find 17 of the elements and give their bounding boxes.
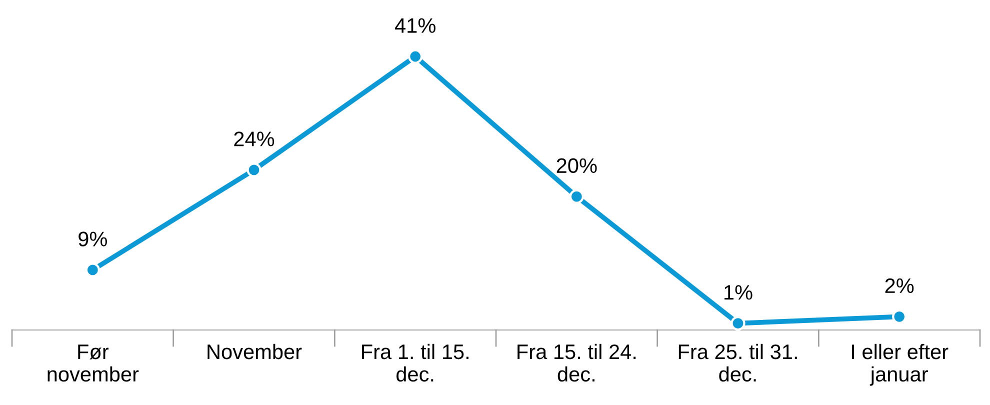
point: [569, 189, 584, 204]
data-label: 2%: [885, 278, 914, 294]
data-label: 9%: [78, 232, 107, 246]
x-tick-label: Fra 25. til 31. dec.: [678, 344, 797, 382]
x-tick-label: Fra 15. til 24. dec.: [518, 344, 636, 382]
x-tick-label: Før november: [48, 344, 139, 382]
x-tick-label: November: [208, 344, 302, 360]
data-label: 24%: [234, 132, 274, 146]
point: [408, 49, 423, 64]
data-label: 20%: [556, 158, 597, 174]
data-label: 1%: [724, 285, 752, 300]
point: [730, 316, 746, 331]
data-label: 41%: [394, 18, 436, 33]
x-tick-label: I eller efter januar: [852, 344, 948, 386]
point: [85, 262, 100, 278]
x-tick-label: Fra 1. til 15. dec.: [362, 344, 468, 382]
point: [246, 162, 262, 178]
